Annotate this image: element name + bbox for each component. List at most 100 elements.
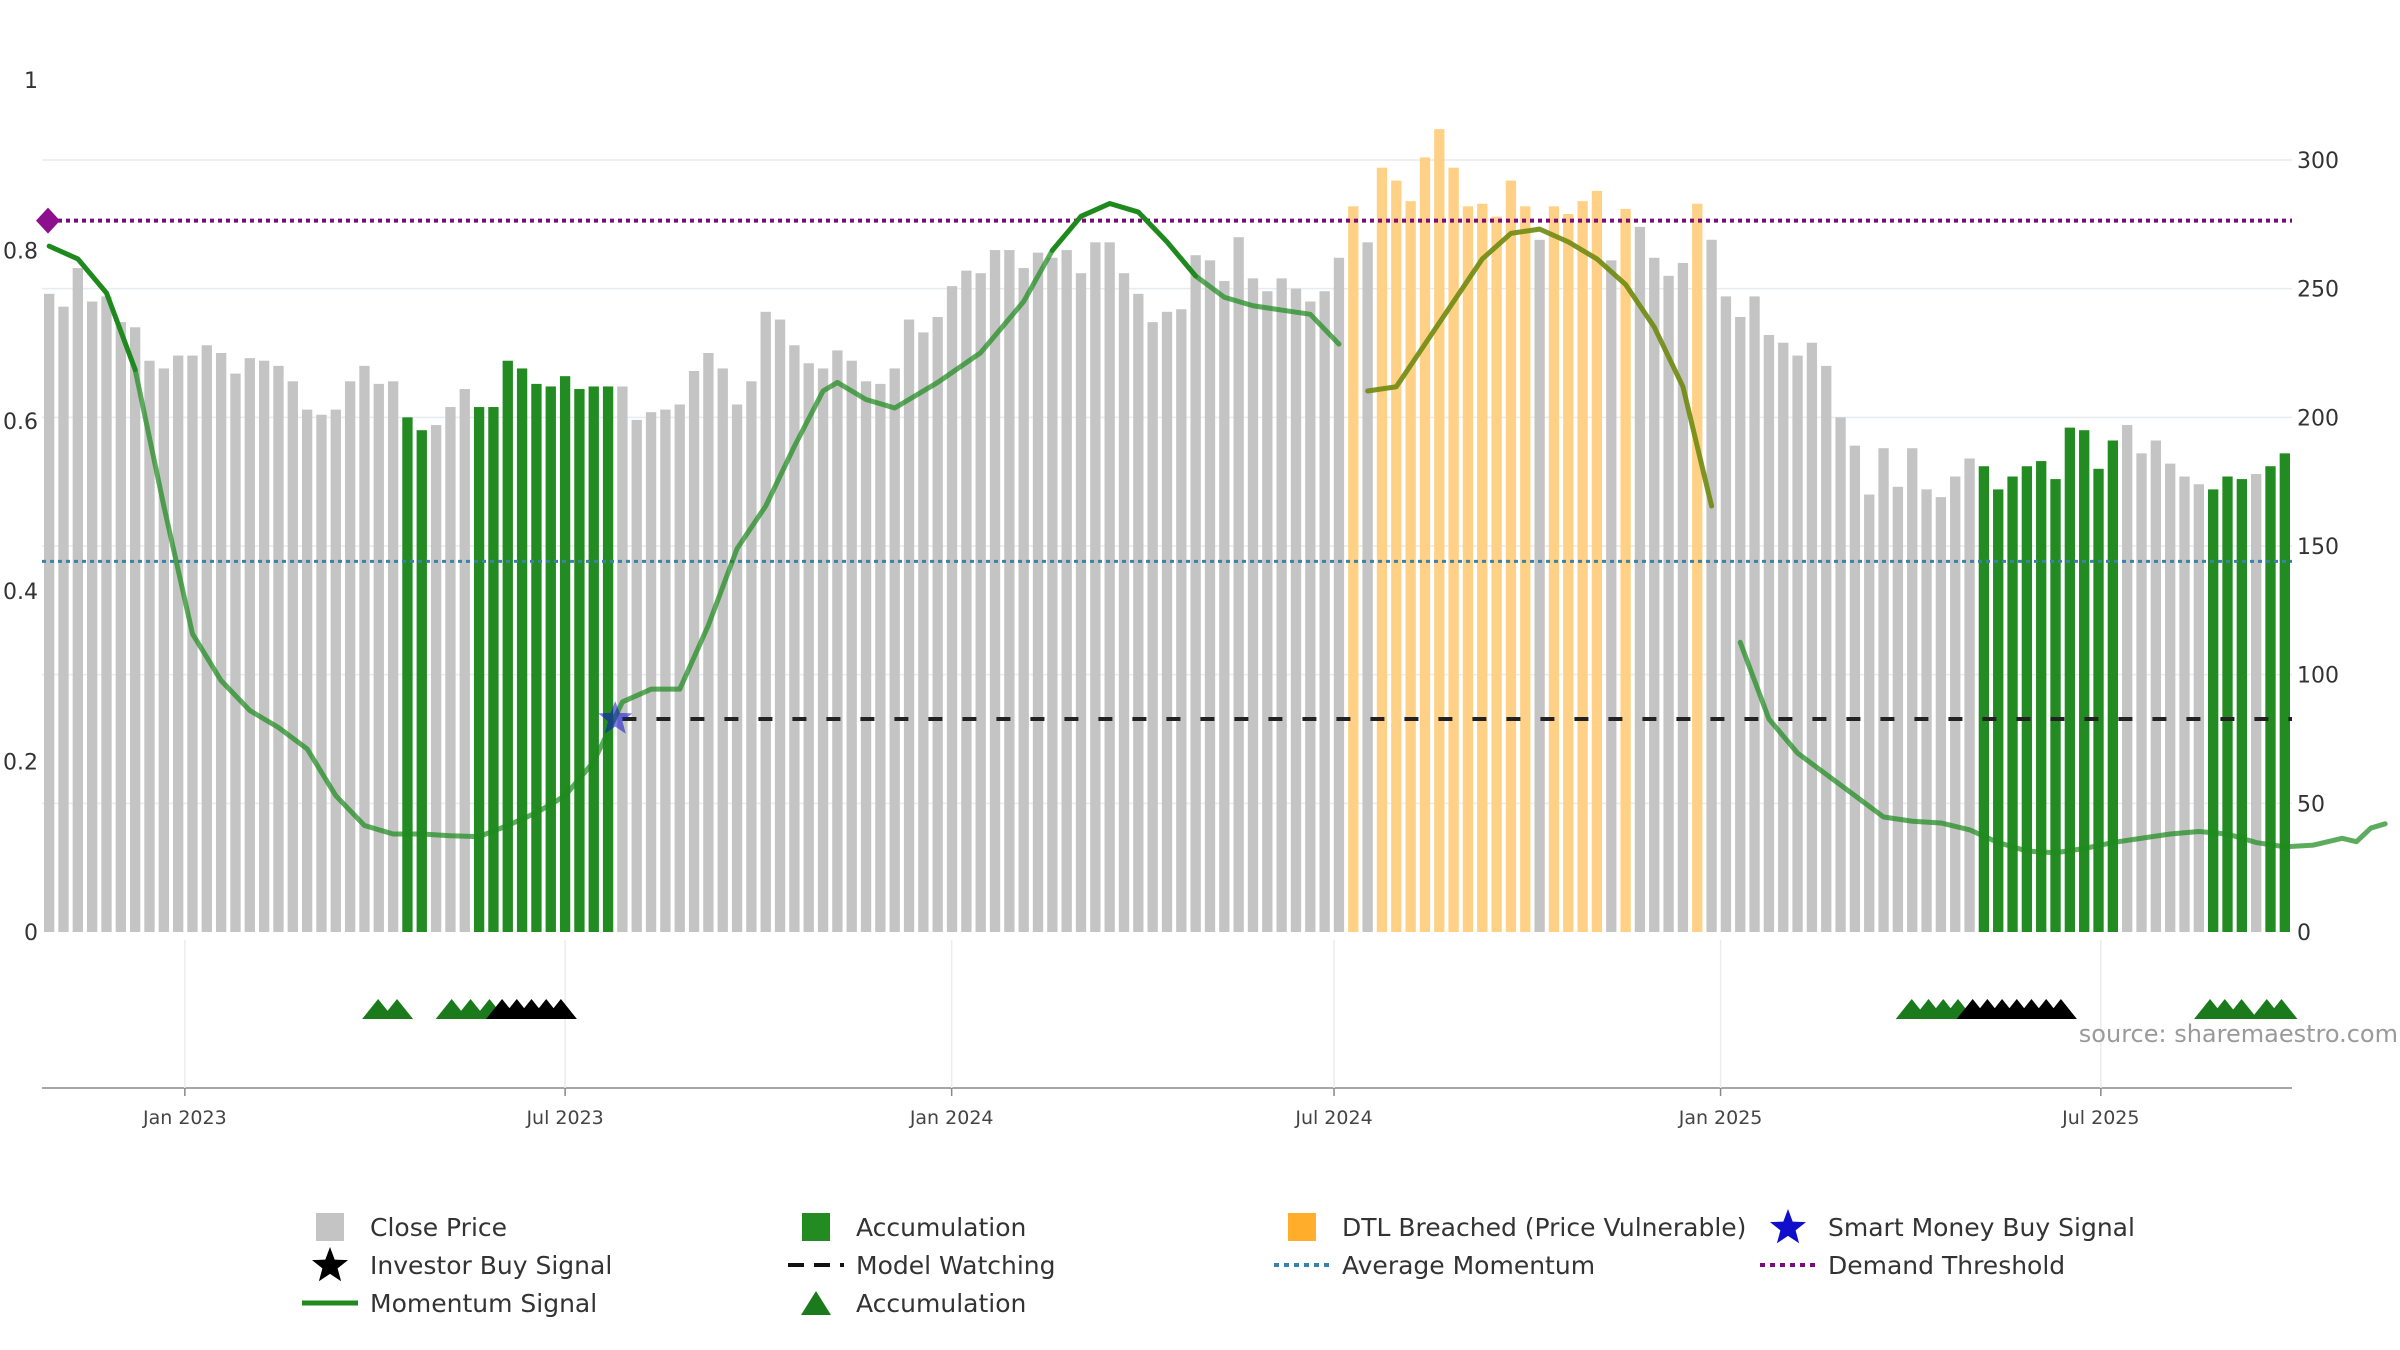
investor-buy-signal-marker (2044, 999, 2077, 1019)
y-axis-right: 0 50 100 150 200 250 300 (2297, 149, 2339, 946)
accumulation-bar (602, 386, 614, 932)
accumulation-marker (381, 999, 414, 1019)
accumulation-bar (574, 389, 585, 932)
close-price-bar (373, 383, 384, 932)
orange-square-icon (1272, 1210, 1332, 1244)
y-right-tick-label: 50 (2297, 792, 2325, 817)
close-price-bar (1935, 497, 1947, 932)
momentum-signal-line (46, 201, 2388, 856)
legend-label: Accumulation (856, 1212, 1027, 1242)
y-right-tick-label: 300 (2297, 149, 2339, 174)
close-price-bar (1032, 252, 1044, 932)
close-price-bar (273, 365, 284, 932)
close-price-bar (287, 381, 298, 933)
momentum-line-segment (1365, 226, 1715, 509)
green-square-icon (786, 1210, 846, 1244)
accumulation-bar (559, 376, 571, 932)
accumulation-bar (402, 417, 413, 932)
close-price-bar (846, 360, 857, 933)
close-price-bar (2251, 473, 2262, 932)
accumulation-bar (2050, 479, 2061, 932)
close-price-bar (387, 381, 399, 933)
dtl-breached-bar (1434, 129, 1445, 932)
close-price-bar (1921, 489, 1932, 932)
green-line-icon (300, 1286, 360, 1320)
close-price-bar (1907, 448, 1918, 932)
close-price-bar (1290, 288, 1302, 933)
close-price-bar (158, 368, 169, 932)
y-left-tick-label: 1 (24, 69, 38, 94)
accumulation-bar (2208, 489, 2219, 932)
accumulation-bar (2093, 468, 2104, 932)
accumulation-bar (516, 368, 528, 932)
close-price-bar (2193, 484, 2205, 932)
close-price-bar (875, 383, 886, 932)
close-price-bar (1276, 278, 1287, 933)
blue-dotted-line-icon (1272, 1248, 1332, 1282)
accumulation-bar (531, 383, 542, 932)
y-right-tick-label: 0 (2297, 921, 2311, 946)
close-price-bar (244, 358, 255, 932)
close-price-bar (932, 316, 943, 932)
close-price-bar (1219, 280, 1230, 932)
dtl-breached-bar (1692, 203, 1703, 932)
momentum-line-segment (1737, 639, 2388, 856)
close-price-bar (674, 404, 685, 932)
close-price-bar (731, 404, 743, 932)
momentum-line-segment (46, 243, 138, 373)
close-price-bar (1821, 365, 1832, 932)
accumulation-bar (2265, 466, 2276, 932)
close-price-bar (961, 270, 972, 932)
close-price-bar (1735, 316, 1746, 932)
accumulation-bar (588, 386, 599, 932)
x-tick-label: Jul 2025 (2061, 1107, 2139, 1129)
close-price-bar (1763, 334, 1775, 932)
close-price-bar (2179, 476, 2190, 932)
black-star-icon (300, 1247, 360, 1282)
legend-accumulation: Investor Buy Signal (300, 1247, 612, 1282)
y-right-tick-label: 200 (2297, 406, 2339, 431)
close-price-bar (1104, 242, 1115, 932)
gray-square-icon (300, 1210, 360, 1244)
x-axis: Jan 2023 Jul 2023 Jan 2024 Jul 2024 Jan 2025… (142, 1088, 2139, 1129)
accumulation-bar (2021, 466, 2033, 932)
reference-lines (36, 207, 2292, 721)
dtl-breached-bar (1391, 180, 1402, 932)
close-price-bar (1061, 250, 1072, 933)
close-price-bar (1720, 296, 1732, 932)
close-price-bar (1749, 296, 1760, 932)
close-price-bar (617, 386, 628, 932)
momentum-line-segment (1193, 273, 1342, 347)
close-price-bar (344, 381, 356, 933)
close-price-bar (832, 350, 843, 933)
close-price-bar (1018, 268, 1029, 933)
legend: Close Price Investor Buy Signal Momentum… (300, 1209, 2200, 1340)
signal-markers (42, 940, 2298, 1089)
green-triangle-icon (786, 1286, 846, 1320)
close-price-bar (631, 419, 642, 932)
dtl-breached-bar (1491, 216, 1502, 932)
close-price-bar (359, 365, 370, 932)
close-price-bar (72, 268, 83, 933)
legend-label: Demand Threshold (1828, 1250, 2066, 1280)
legend-momentum-signal: Momentum Signal (300, 1286, 597, 1320)
close-price-bar (1319, 291, 1330, 932)
momentum-line-segment (1049, 201, 1199, 279)
legend-label: Average Momentum (1342, 1250, 1596, 1280)
accumulation-marker (2265, 999, 2298, 1019)
close-price-bar (1849, 445, 1861, 932)
close-price-bar (645, 412, 657, 933)
dtl-breached-bar (1477, 203, 1488, 932)
x-tick-label: Jan 2023 (142, 1107, 227, 1129)
accumulation-bar (2079, 430, 2090, 932)
close-price-bar (1892, 486, 1904, 932)
legend-label: DTL Breached (Price Vulnerable) (1342, 1212, 1747, 1242)
accumulation-bar (2007, 476, 2018, 932)
close-price-bar (1878, 448, 1889, 932)
close-price-bar (1362, 242, 1373, 932)
close-price-bar (129, 327, 141, 932)
investor-buy-signal-marker (544, 999, 577, 1019)
y-left-tick-label: 0.2 (3, 751, 38, 776)
legend-demand-threshold: Demand Threshold (1758, 1248, 2065, 1282)
close-price-bar (258, 360, 270, 933)
